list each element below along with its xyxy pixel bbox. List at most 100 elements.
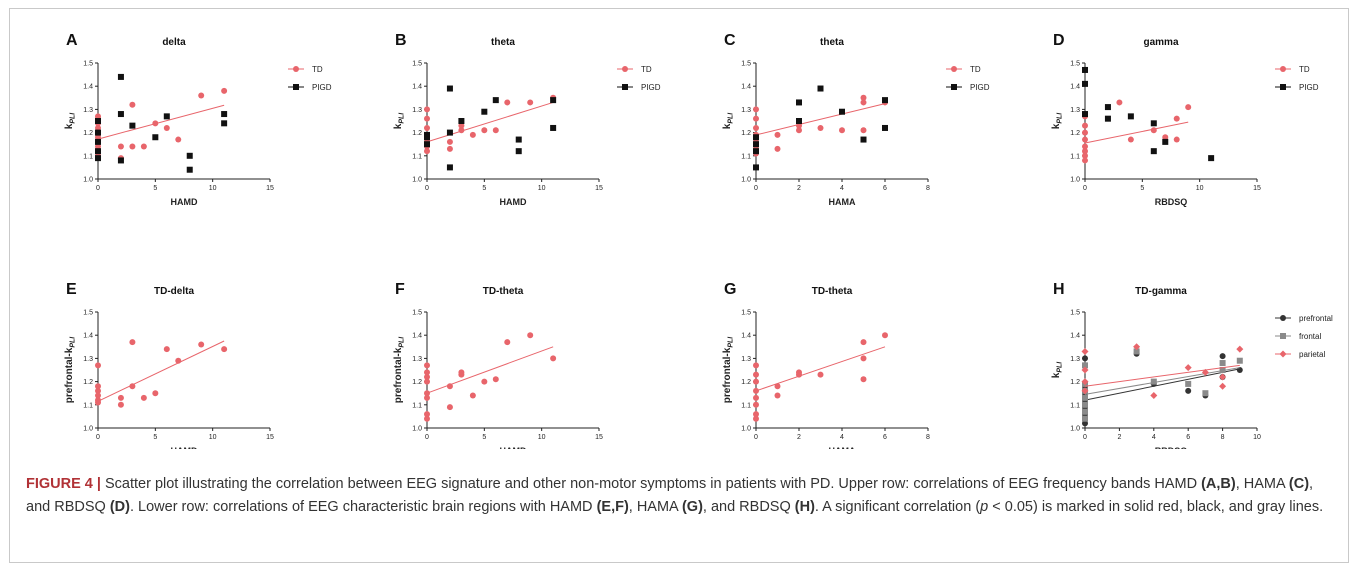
data-point xyxy=(95,118,101,124)
caption-ref: (G) xyxy=(681,499,703,515)
x-axis-label: HAMD xyxy=(500,446,527,449)
data-point xyxy=(860,127,867,134)
data-point xyxy=(1185,387,1192,394)
y-tick-label: 1.0 xyxy=(412,177,422,184)
data-point xyxy=(753,141,759,148)
caption-ref: (E,F) xyxy=(596,499,629,515)
x-tick-label: 10 xyxy=(1196,185,1204,192)
data-point xyxy=(774,383,781,390)
data-point xyxy=(1082,394,1088,401)
data-point xyxy=(1280,333,1286,339)
data-point xyxy=(1150,127,1157,134)
x-tick-label: 0 xyxy=(425,185,429,192)
x-tick-label: 4 xyxy=(840,434,844,441)
data-point xyxy=(1185,104,1192,111)
data-point xyxy=(796,99,802,106)
data-point xyxy=(1202,390,1209,397)
data-point xyxy=(175,357,182,364)
fit-line xyxy=(426,346,554,394)
data-point xyxy=(1236,367,1243,373)
data-point xyxy=(492,127,499,134)
chart-title: theta xyxy=(491,37,515,48)
y-axis-label: kPLI xyxy=(1051,361,1064,379)
y-tick-label: 1.2 xyxy=(83,130,93,137)
y-tick-label: 1.5 xyxy=(1070,310,1080,317)
data-point xyxy=(774,392,781,399)
data-point xyxy=(1236,357,1243,364)
data-point xyxy=(481,108,488,115)
data-point xyxy=(753,164,759,171)
data-point xyxy=(550,97,557,104)
data-point xyxy=(129,383,136,390)
data-point xyxy=(1184,364,1192,372)
x-tick-label: 0 xyxy=(96,185,100,192)
data-point xyxy=(753,124,759,131)
chart-title: TD-theta xyxy=(812,286,853,297)
data-point xyxy=(860,355,867,362)
legend-label: PIGD xyxy=(641,83,661,92)
data-point xyxy=(527,332,534,339)
legend-label: TD xyxy=(312,65,323,74)
data-point xyxy=(1081,387,1089,395)
data-point xyxy=(446,138,453,145)
figure-caption: FIGURE 4 | Scatter plot illustrating the… xyxy=(26,473,1326,519)
data-point xyxy=(175,136,182,143)
y-tick-label: 1.2 xyxy=(741,379,751,386)
data-point xyxy=(753,371,759,378)
data-point xyxy=(186,152,193,159)
data-point xyxy=(1104,104,1111,111)
data-point xyxy=(753,387,759,394)
data-point xyxy=(1082,401,1088,408)
x-tick-label: 5 xyxy=(153,434,157,441)
data-point xyxy=(1082,80,1088,87)
x-axis-label: HAMD xyxy=(500,197,527,207)
y-tick-label: 1.1 xyxy=(1070,153,1080,160)
data-point xyxy=(95,148,101,155)
data-point xyxy=(515,136,522,143)
data-point xyxy=(1162,134,1169,141)
y-tick-label: 1.4 xyxy=(741,333,751,340)
data-point xyxy=(951,66,957,72)
panel-letter: H xyxy=(1053,281,1065,298)
x-axis-label: RBDSQ xyxy=(1155,197,1188,207)
fit-line xyxy=(755,103,886,136)
caption-text: . A significant correlation ( xyxy=(814,499,981,515)
chart-panel-e: E TD-delta 1.0 1.1 1.2 1.3 1.4 1.5 0 5 10 15 HAMD pre… xyxy=(64,281,274,449)
y-axis-label: prefrontal-kPLI xyxy=(393,336,406,404)
fit-line xyxy=(97,104,225,140)
data-point xyxy=(860,376,867,383)
x-tick-label: 15 xyxy=(266,185,274,192)
data-point xyxy=(1082,122,1088,129)
data-point xyxy=(163,113,170,120)
data-point xyxy=(1082,136,1088,143)
data-point xyxy=(1280,66,1286,72)
caption-text: < 0.05) is marked in solid red, black, a… xyxy=(988,499,1324,515)
data-point xyxy=(839,127,845,134)
data-point xyxy=(293,66,299,72)
fit-line xyxy=(97,340,225,402)
x-tick-label: 5 xyxy=(153,185,157,192)
legend-label: TD xyxy=(641,65,652,74)
caption-ref: (C) xyxy=(1288,476,1310,492)
data-point xyxy=(221,111,228,118)
data-point xyxy=(198,92,205,99)
chart-title: delta xyxy=(162,37,186,48)
y-tick-label: 1.4 xyxy=(741,84,751,91)
data-point xyxy=(1279,350,1287,358)
data-point xyxy=(186,166,193,173)
x-tick-label: 10 xyxy=(538,185,546,192)
legend-label: PIGD xyxy=(1299,83,1319,92)
data-point xyxy=(1082,143,1088,150)
legend-label: PIGD xyxy=(312,83,332,92)
data-point xyxy=(95,155,101,162)
data-point xyxy=(424,411,430,418)
data-point xyxy=(458,122,465,129)
y-tick-label: 1.5 xyxy=(741,310,751,317)
data-point xyxy=(424,378,430,385)
panel-letter: B xyxy=(395,32,407,49)
data-point xyxy=(424,124,430,131)
data-point xyxy=(424,362,430,369)
data-point xyxy=(95,129,101,136)
